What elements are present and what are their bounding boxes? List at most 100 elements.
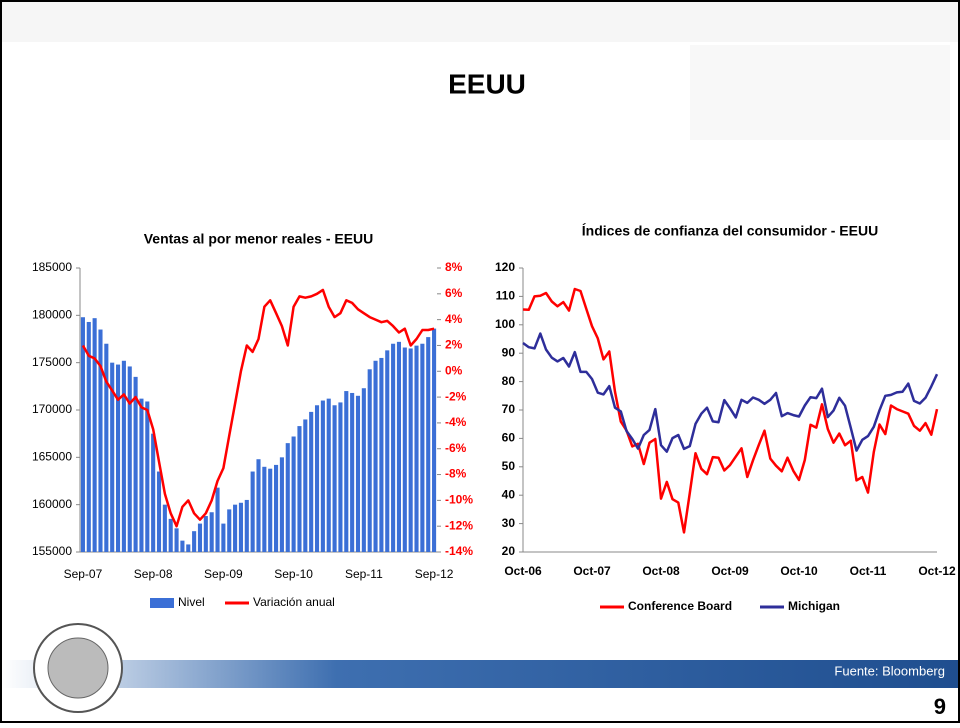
bar [127,366,132,552]
x-tick-label: Oct-07 [573,564,611,578]
bar [145,401,150,552]
y-tick-label: 20 [502,544,516,558]
bar [92,318,97,552]
bar [162,504,167,552]
bar [379,357,384,552]
bar [221,523,226,552]
x-tick-label: Sep-12 [415,567,454,581]
y2-tick-label: 8% [445,260,463,274]
line-series [522,287,939,534]
x-tick-label: Oct-09 [711,564,749,578]
bar [180,540,185,552]
page-number: 9 [934,694,946,719]
legend-label: Variación anual [253,595,335,609]
bar [426,337,431,552]
line-series [81,288,435,528]
bar [408,348,413,552]
x-tick-label: Sep-10 [274,567,313,581]
bar [110,362,115,552]
bar [192,531,197,552]
bar [238,502,243,552]
bar [414,345,419,552]
bar [256,459,261,552]
bar [121,360,126,552]
bar [250,471,255,552]
y-tick-label: 170000 [32,402,72,416]
y-tick-label: 160000 [32,497,72,511]
y-tick-label: 90 [502,345,516,359]
bar [385,350,390,552]
x-tick-label: Sep-07 [64,567,103,581]
decor-panel [690,45,950,140]
bar [139,398,144,552]
bar [332,405,337,552]
bar [320,400,325,552]
bar [309,411,314,552]
y-tick-label: 185000 [32,260,72,274]
bar [432,328,437,552]
slide-title: EEUU [448,68,526,99]
bar [344,391,349,552]
bar [244,499,249,552]
x-tick-label: Oct-08 [642,564,680,578]
y2-tick-label: 0% [445,363,463,377]
bar [274,464,279,552]
x-tick-label: Oct-06 [504,564,542,578]
bar [326,398,331,552]
bar [86,321,91,552]
x-tick-label: Oct-10 [780,564,818,578]
bar [279,457,284,552]
bar [98,329,103,552]
y2-tick-label: 2% [445,338,463,352]
bar [115,364,121,552]
y2-tick-label: -8% [445,467,467,481]
bar [373,360,378,552]
bar [402,347,407,552]
y-tick-label: 30 [502,516,516,530]
y-tick-label: 60 [502,431,516,445]
bar [391,343,396,552]
bar [350,392,355,552]
line-series [522,332,939,453]
bar [361,388,366,552]
bar [338,402,343,552]
bar [151,433,156,552]
bar [285,443,290,552]
bar [209,512,214,552]
x-tick-label: Sep-09 [204,567,243,581]
bar [262,466,267,552]
y-tick-label: 110 [496,289,516,303]
bar [303,419,308,552]
bar [197,523,203,552]
bar [156,471,162,552]
bar [355,395,361,552]
x-tick-label: Oct-11 [850,564,887,578]
y-tick-label: 120 [495,260,515,274]
bar [133,376,138,552]
bar [174,528,179,552]
bar [203,516,208,552]
y2-tick-label: -4% [445,415,467,429]
x-tick-label: Sep-08 [134,567,173,581]
y2-tick-label: -14% [445,544,473,558]
y-tick-label: 40 [502,487,516,501]
y-tick-label: 50 [502,459,516,473]
bar [233,504,238,552]
x-tick-label: Oct-12 [918,564,956,578]
y-tick-label: 165000 [32,450,72,464]
bar [227,509,232,552]
legend-label: Nivel [178,595,205,609]
bar [396,341,402,552]
chart-title: Índices de confianza del consumidor - EE… [582,223,878,239]
chart-title: Ventas al por menor reales - EEUU [144,231,374,247]
bar [420,343,425,552]
legend-label: Conference Board [628,599,732,613]
bar [168,518,173,552]
y-tick-label: 180000 [32,308,72,322]
bar [104,343,109,552]
bar [367,369,372,552]
bar [80,317,85,552]
y2-tick-label: 6% [445,286,463,300]
logo-inner [47,637,109,699]
